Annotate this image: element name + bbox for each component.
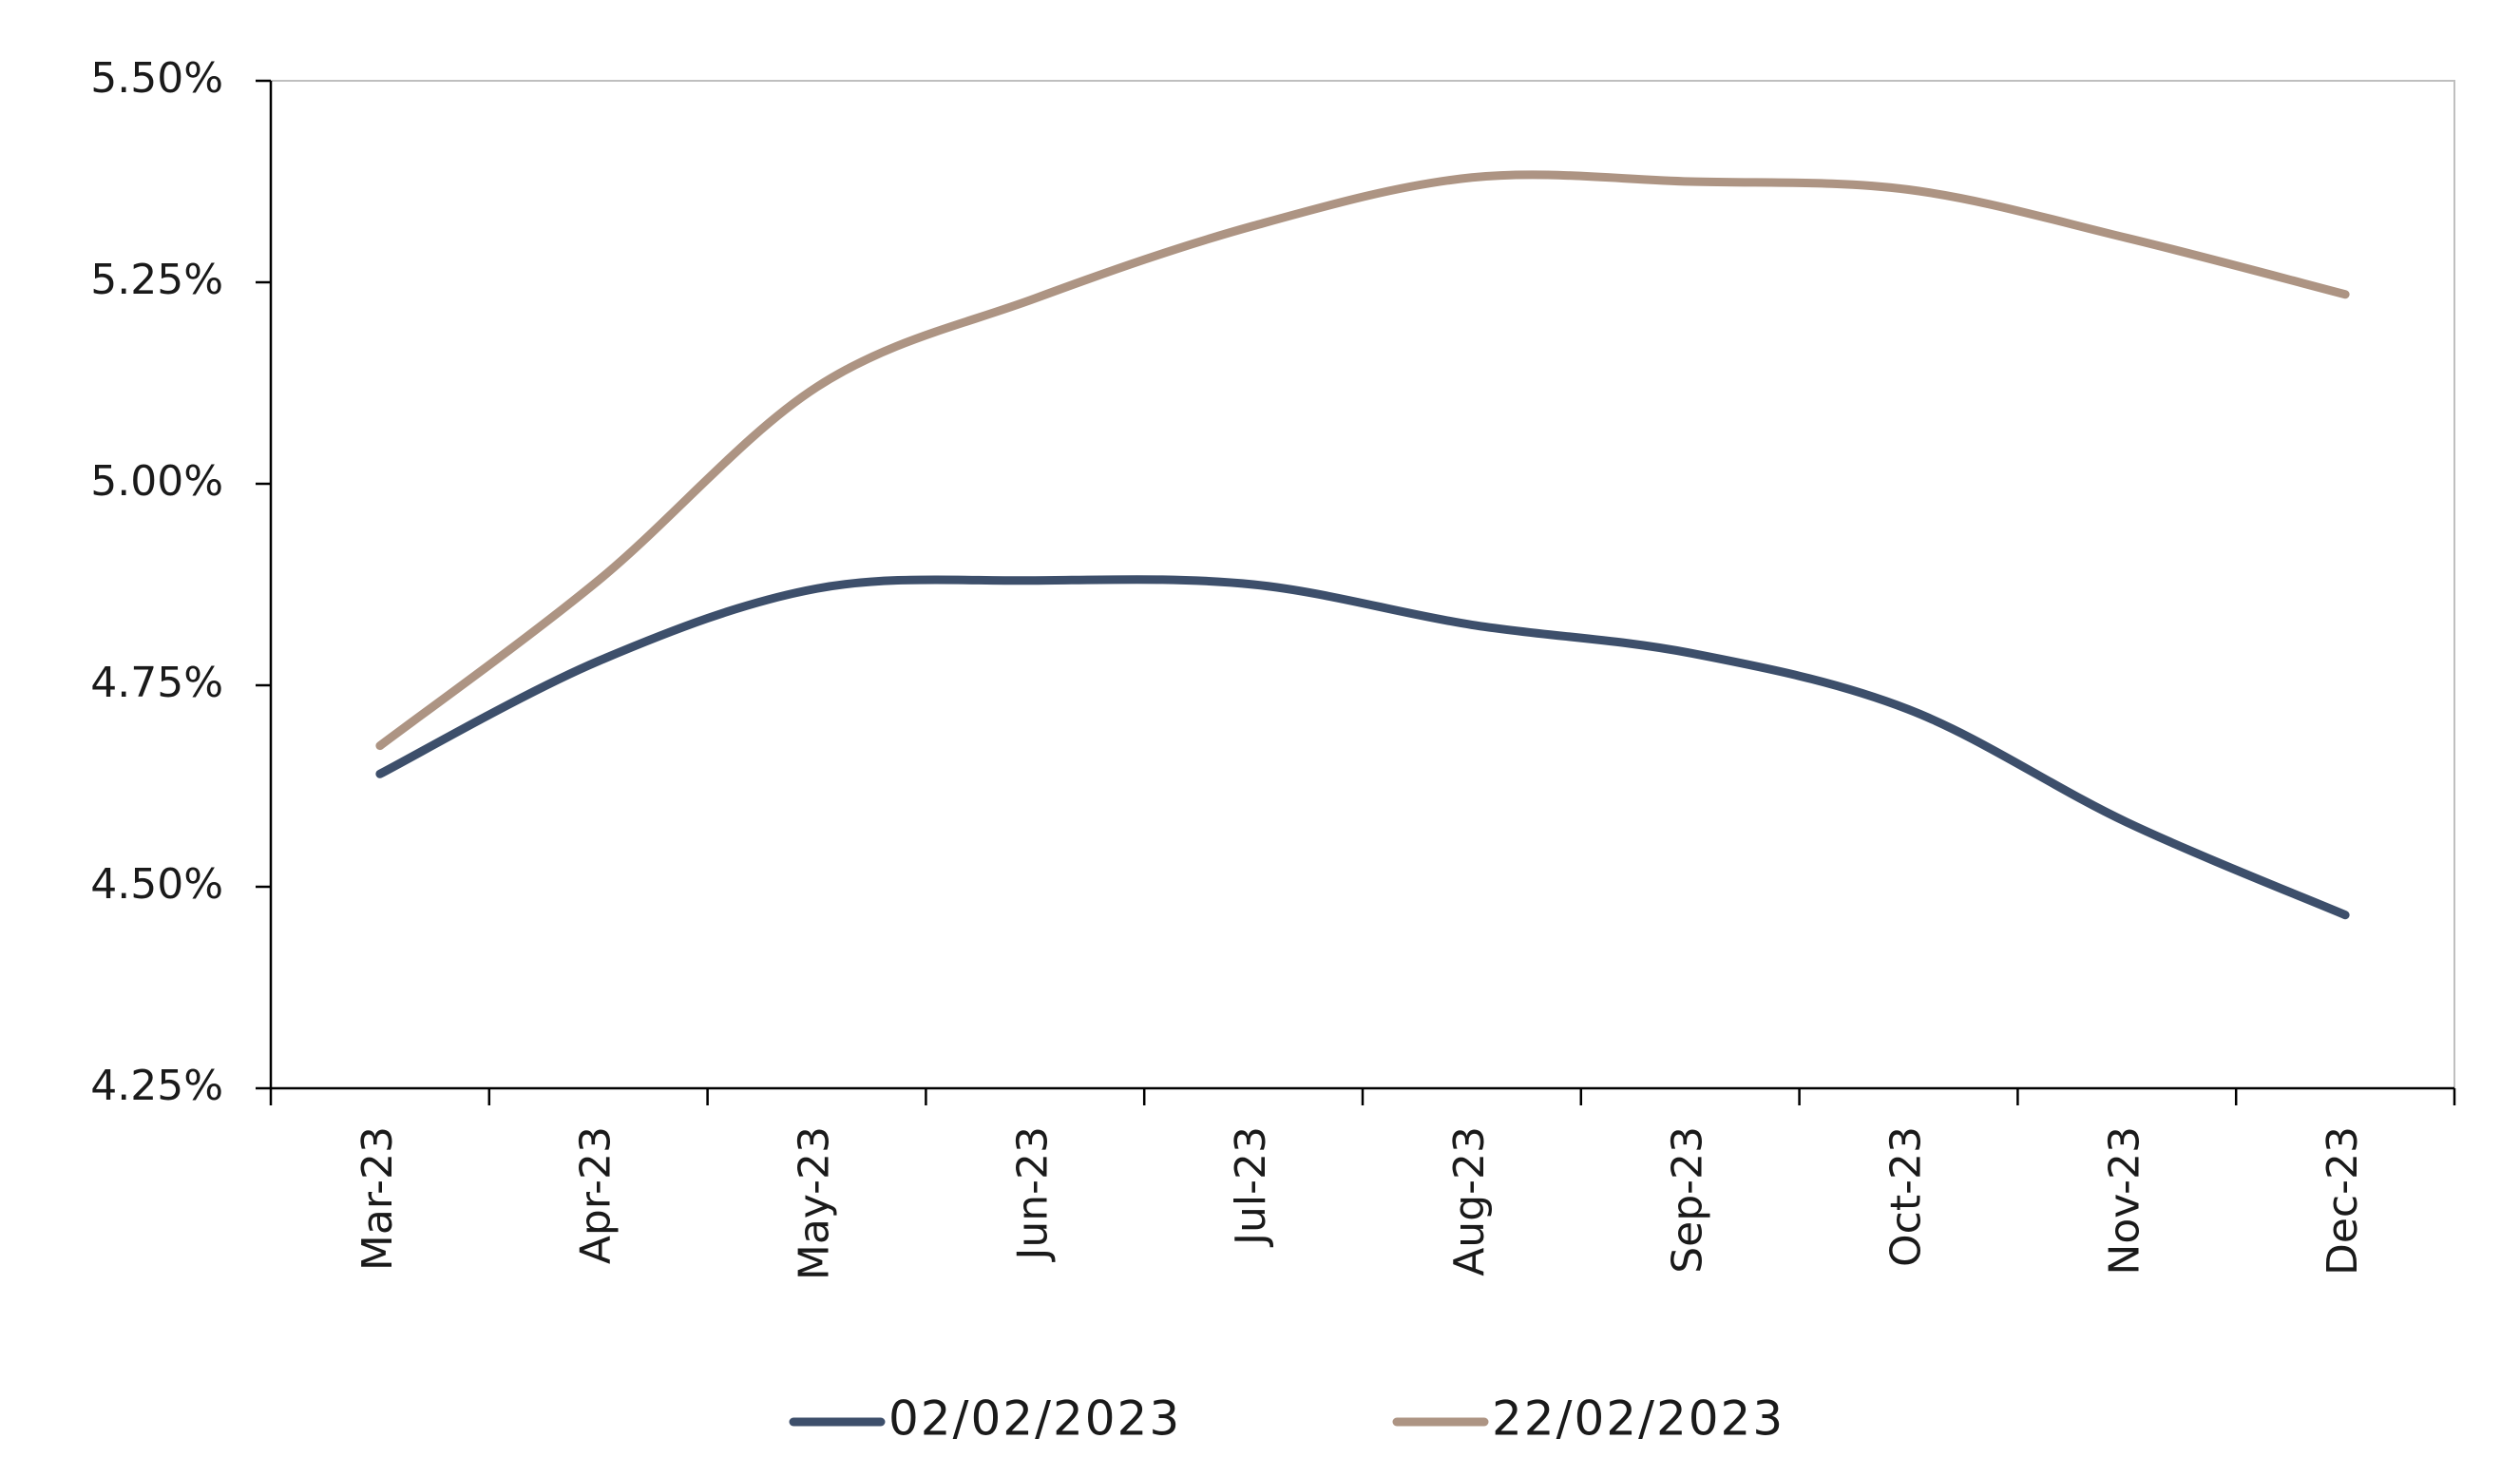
x-axis: Mar-23 Apr-23 May-23 Jun-23 Jul-23 Aug-23 Sep-… (269, 1086, 2456, 1280)
x-tick-label: Sep-23 (1664, 1126, 1712, 1274)
series-line-1 (375, 575, 2350, 920)
y-tick-label: 5.50% (90, 54, 223, 103)
y-tick-label: 5.00% (90, 457, 223, 506)
x-tick-label: Mar-23 (353, 1126, 402, 1271)
y-tick-label: 5.25% (90, 256, 223, 304)
x-tick-label: Aug-23 (1445, 1126, 1494, 1276)
x-tick-label: Jul-23 (1227, 1126, 1275, 1248)
x-tick-label: Nov-23 (2100, 1126, 2148, 1276)
y-axis: 4.25% 4.50% 4.75% 5.00% 5.25% 5.50% (90, 54, 273, 1110)
x-tick-label: Oct-23 (1882, 1126, 1931, 1267)
y-tick-label: 4.75% (90, 659, 223, 707)
series-layer (375, 170, 2350, 920)
legend-label-2: 22/02/2023 (1492, 1391, 1785, 1447)
x-tick-label: Dec-23 (2319, 1126, 2367, 1276)
legend-label-1: 02/02/2023 (888, 1391, 1181, 1447)
x-tick-label: May-23 (791, 1126, 839, 1280)
legend: 02/02/2023 22/02/2023 (789, 1391, 1785, 1447)
series-line-2 (375, 170, 2350, 751)
y-tick-label: 4.50% (90, 860, 223, 909)
x-tick-label: Apr-23 (572, 1126, 620, 1264)
y-tick-label: 4.25% (90, 1062, 223, 1110)
x-tick-label: Jun-23 (1008, 1126, 1057, 1263)
